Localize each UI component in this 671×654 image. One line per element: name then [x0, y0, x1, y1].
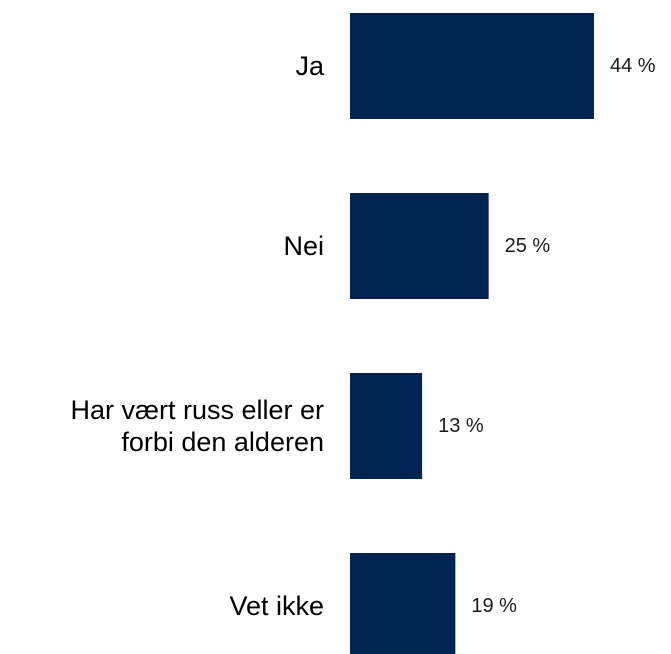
value-label-3: 19 % [471, 595, 517, 617]
category-label-line: Har vært russ eller er [70, 395, 324, 425]
category-label-0: Ja [295, 51, 325, 81]
value-label-2: 13 % [438, 415, 484, 437]
category-label-3: Vet ikke [229, 591, 324, 621]
bar-3 [350, 553, 456, 654]
category-label-line: Ja [295, 51, 325, 81]
bar-0 [350, 13, 594, 119]
bar-1 [350, 193, 489, 299]
category-label-line: forbi den alderen [121, 427, 324, 457]
value-label-0: 44 % [610, 55, 656, 77]
value-label-1: 25 % [505, 235, 551, 257]
category-label-1: Nei [283, 231, 324, 261]
category-label-line: Vet ikke [229, 591, 324, 621]
bar-2 [350, 373, 423, 479]
category-label-2: Har vært russ eller er forbi den alderen [70, 395, 324, 457]
category-label-line: Nei [283, 231, 324, 261]
